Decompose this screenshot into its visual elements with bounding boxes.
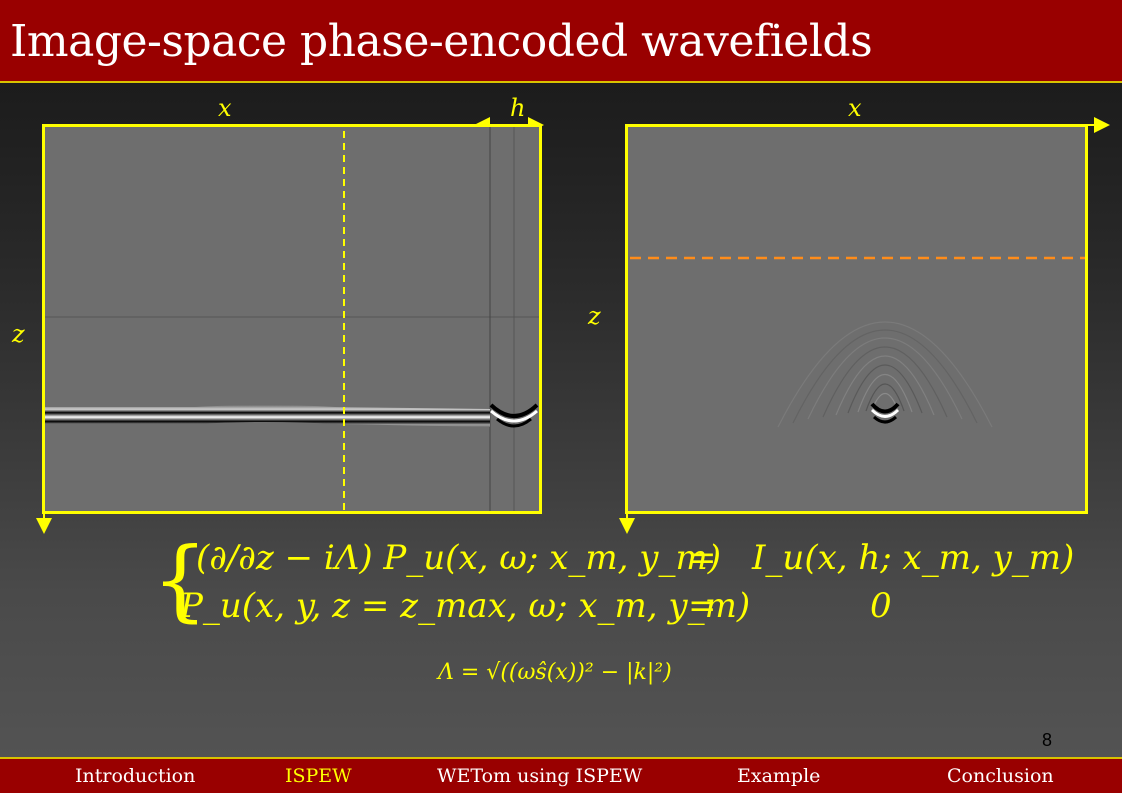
equation-row2-lhs: P_u(x, y, z = z_max, ω; x_m, y_m)	[180, 586, 751, 626]
left-wavefield-image	[45, 127, 539, 511]
nav-example[interactable]: Example	[737, 765, 821, 787]
page-number: 8	[1042, 730, 1053, 750]
h-focus-bright	[490, 409, 538, 423]
left-x-axis-label: x	[218, 94, 232, 122]
equation-row2-rhs: 0	[870, 586, 892, 626]
equation-brace: {	[152, 528, 208, 631]
left-z-axis-label: z	[12, 320, 25, 348]
reflector-band	[45, 405, 490, 427]
navigation-bar: Introduction ISPEW WETom using ISPEW Exa…	[0, 757, 1122, 793]
focus-bright	[870, 408, 900, 418]
equation-row1-equals: =	[688, 538, 717, 578]
nav-conclusion[interactable]: Conclusion	[947, 765, 1054, 787]
right-z-axis-label: z	[588, 302, 601, 330]
equation-row1-rhs: I_u(x, h; x_m, y_m)	[752, 538, 1075, 578]
left-wavefield-panel	[42, 124, 542, 514]
right-x-axis-label: x	[848, 94, 862, 122]
nav-introduction[interactable]: Introduction	[75, 765, 196, 787]
slide-title: Image-space phase-encoded wavefields	[10, 16, 873, 67]
nav-wetom-using-ispew[interactable]: WETom using ISPEW	[437, 765, 643, 787]
focus-dark	[870, 402, 900, 414]
slide-title-bar: Image-space phase-encoded wavefields	[0, 0, 1122, 83]
equation-row1-lhs: (∂/∂z − iΛ) P_u(x, ω; x_m, y_m)	[196, 538, 721, 578]
h-focus-dark	[489, 403, 539, 418]
left-h-axis-label: h	[510, 94, 526, 122]
right-wavefield-panel	[625, 124, 1088, 514]
nav-ispew[interactable]: ISPEW	[285, 765, 352, 787]
lambda-definition: Λ = √((ωŝ(x))² − |k|²)	[438, 660, 672, 685]
right-wavefield-image	[630, 256, 1085, 428]
equation-row2-equals: =	[688, 586, 717, 626]
